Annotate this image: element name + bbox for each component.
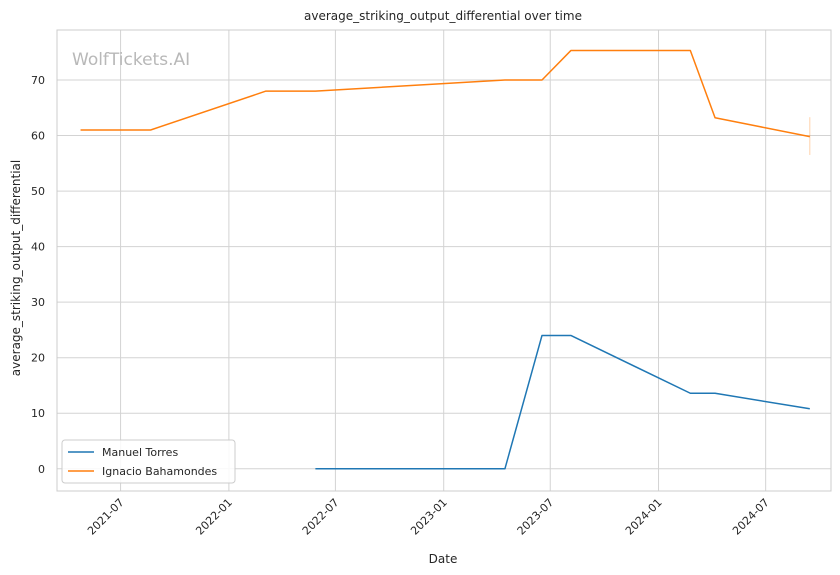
series-line — [80, 49, 810, 138]
x-axis-label: Date — [429, 552, 458, 566]
grid-lines — [57, 30, 831, 491]
x-tick-label: 2022-07 — [300, 496, 342, 538]
series-line — [315, 334, 810, 470]
y-tick-label: 20 — [31, 352, 45, 365]
plot-area — [56, 29, 832, 492]
x-tick-label: 2023-01 — [408, 496, 450, 538]
y-tick-label: 0 — [38, 463, 45, 476]
watermark: WolfTickets.AI — [72, 50, 190, 70]
legend-label: Manuel Torres — [102, 446, 178, 459]
y-tick-label: 50 — [31, 185, 45, 198]
x-tick-label: 2022-01 — [193, 496, 235, 538]
chart-title: average_striking_output_differential ove… — [304, 9, 582, 23]
x-tick-label: 2021-07 — [85, 496, 127, 538]
y-tick-label: 60 — [31, 130, 45, 143]
legend: Manuel Torres Ignacio Bahamondes — [61, 439, 236, 484]
x-axis-ticks: 2021-07 2022-01 2022-07 2023-01 2023-07 2024-… — [85, 496, 772, 538]
legend-box — [61, 439, 236, 484]
y-axis-ticks: 0 10 20 30 40 50 60 70 — [31, 74, 45, 476]
x-tick-label: 2023-07 — [515, 496, 557, 538]
series-layer — [80, 49, 811, 470]
y-tick-label: 40 — [31, 241, 45, 254]
y-tick-label: 10 — [31, 407, 45, 420]
y-axis-label: average_striking_output_differential — [9, 160, 23, 376]
y-tick-label: 30 — [31, 296, 45, 309]
y-tick-label: 70 — [31, 74, 45, 87]
legend-label: Ignacio Bahamondes — [102, 465, 217, 478]
x-tick-label: 2024-07 — [730, 496, 772, 538]
x-tick-label: 2024-01 — [623, 496, 665, 538]
